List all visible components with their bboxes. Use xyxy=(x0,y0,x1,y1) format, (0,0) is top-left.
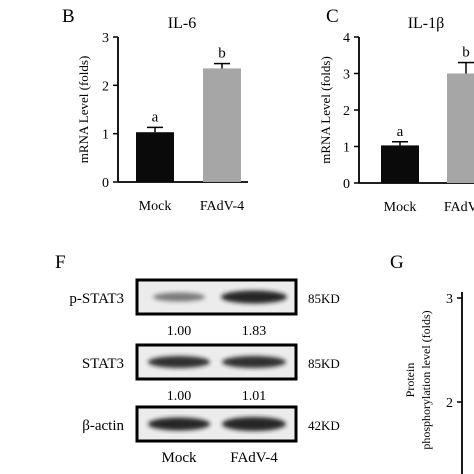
y-axis-label-line1: Protein xyxy=(403,363,417,398)
bar-mock xyxy=(136,132,174,182)
y-tick-label: 4 xyxy=(343,31,350,46)
blot-band xyxy=(148,356,210,368)
band-quantification: 1.00 xyxy=(167,324,192,339)
band-quantification: 1.83 xyxy=(242,324,267,339)
chart-title: IL-1β xyxy=(408,15,445,32)
y-tick-label: 2 xyxy=(343,104,350,119)
blot-row-label: β-actin xyxy=(82,418,124,434)
blot-band xyxy=(221,290,287,304)
bar-fadv-4 xyxy=(203,68,241,182)
molecular-weight-label: 85KD xyxy=(308,291,340,306)
blot-frame xyxy=(135,343,298,381)
y-tick-label: 1 xyxy=(102,128,109,143)
panel-letter: G xyxy=(390,252,404,273)
band-quantification: 1.00 xyxy=(167,389,192,404)
panel-letter: B xyxy=(62,6,75,27)
significance-letter: a xyxy=(152,109,159,125)
panel-g-chart: G 3 2 Protein phosphorylation level (folds) xyxy=(390,252,463,474)
y-axis-label: mRNA Level (folds) xyxy=(318,56,333,164)
bar-fadv-4 xyxy=(447,73,474,183)
molecular-weight-label: 42KD xyxy=(308,418,340,433)
panel-letter: C xyxy=(326,6,339,27)
x-tick-label: FAdV-4 xyxy=(200,199,244,214)
blot-band xyxy=(222,417,286,431)
y-tick-label: 3 xyxy=(343,68,350,83)
panel-c-chart: C IL-1β 0 1 2 3 4 mRNA Level (folds) a Mock b FAdV-… xyxy=(318,6,474,215)
x-tick-label: FAdV-4 xyxy=(444,200,474,215)
blot-band xyxy=(153,292,205,302)
blot-band xyxy=(148,417,210,431)
panel-f-western-blot: Fp-STAT3 85KD 1.00 1.83 STAT3 85KD 1.00 1.01 β-a… xyxy=(55,252,340,466)
panel-b-chart: B IL-6 0 1 2 3 mRNA Level (folds) a Mock b FAdV-4 xyxy=(62,6,248,214)
y-axis-label-line2: phosphorylation level (folds) xyxy=(419,310,433,449)
bar-mock xyxy=(381,145,419,183)
blot-band xyxy=(222,356,286,368)
chart-title: IL-6 xyxy=(168,15,196,32)
y-tick-label: 0 xyxy=(343,177,350,192)
y-tick-label: 3 xyxy=(102,31,109,46)
y-axis-label: mRNA Level (folds) xyxy=(76,56,91,164)
y-tick-label: 2 xyxy=(102,79,109,94)
lane-label: Mock xyxy=(162,450,197,466)
x-tick-label: Mock xyxy=(139,199,172,214)
significance-letter: b xyxy=(218,46,226,62)
blot-row-label: p-STAT3 xyxy=(69,291,124,307)
significance-letter: a xyxy=(397,124,404,140)
molecular-weight-label: 85KD xyxy=(308,356,340,371)
y-tick-label: 1 xyxy=(343,141,350,156)
y-tick-label: 0 xyxy=(102,176,109,191)
x-tick-label: Mock xyxy=(384,200,417,215)
significance-letter: b xyxy=(462,45,470,61)
y-tick-label: 2 xyxy=(446,396,453,411)
panel-letter: F xyxy=(55,252,66,273)
lane-label: FAdV-4 xyxy=(230,450,278,466)
band-quantification: 1.01 xyxy=(242,389,267,404)
blot-row-label: STAT3 xyxy=(82,356,124,372)
y-tick-label: 3 xyxy=(446,292,453,307)
